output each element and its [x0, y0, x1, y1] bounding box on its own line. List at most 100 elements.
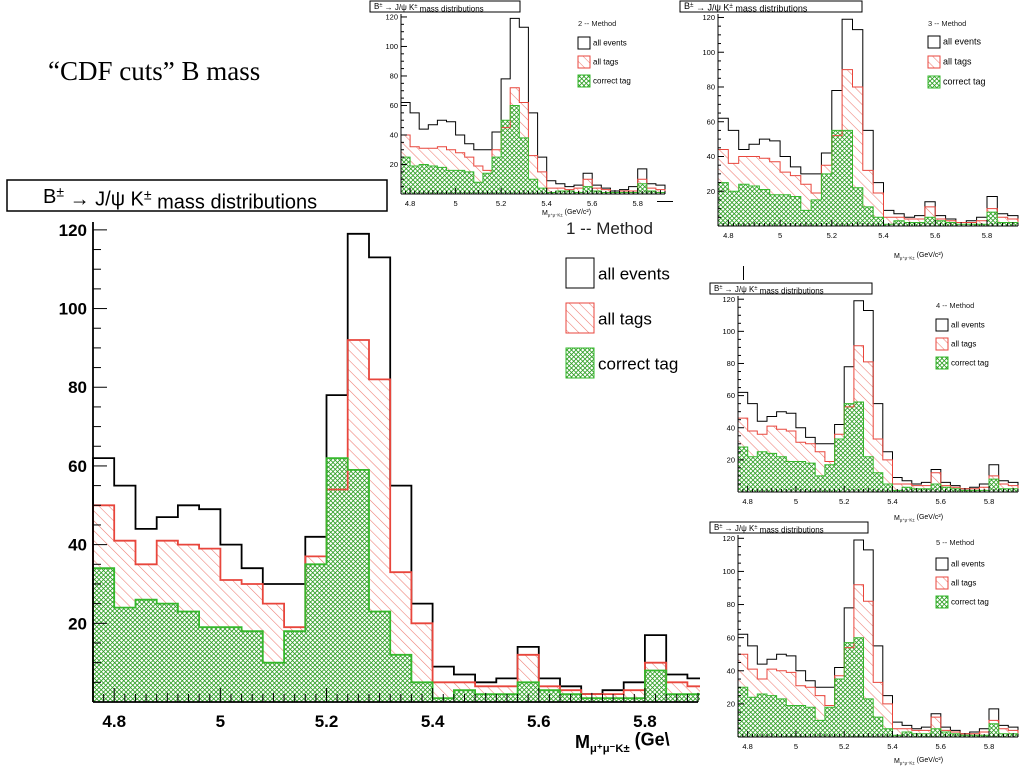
legend-label: all events [943, 37, 982, 47]
legend-label: all events [593, 39, 627, 48]
all-tags-histogram-line [717, 69, 1019, 226]
y-tick-label: 20 [390, 160, 398, 169]
histogram-panel-method-3: B±​ → J/ψ K±​ mass distributions 20 40 60 80… [678, 0, 1024, 262]
legend-swatch-all-tags [935, 337, 949, 351]
legend-swatch-all-events [577, 36, 591, 50]
legend-label: all tags [593, 58, 618, 67]
method-label: 5 -- Method [936, 538, 974, 547]
legend-swatch-all-tags [577, 55, 591, 69]
y-tick-label: 60 [68, 457, 87, 476]
x-tick-label: 5.2 [839, 497, 849, 506]
divider-mark [743, 266, 744, 280]
y-tick-label: 80 [727, 600, 735, 609]
legend-label: all tags [951, 340, 976, 349]
legend-label: correct tag [598, 355, 678, 374]
x-tick-label: 5 [216, 712, 225, 731]
chart-title-box [709, 521, 869, 534]
y-tick-label: 120 [385, 13, 398, 22]
correct-tag-hatch-area [718, 130, 1018, 226]
legend-swatch-all-tags [927, 55, 941, 69]
y-tick-label: 80 [707, 83, 715, 92]
all-events-histogram-line [717, 18, 1019, 226]
x-tick-label: 5 [794, 497, 798, 506]
chart-title: B±​ → J/ψ K±​ mass distributions [714, 523, 824, 534]
x-tick-label: 4.8 [102, 712, 126, 731]
x-tick-label: 5 [778, 231, 782, 240]
x-tick-label: 5 [454, 199, 458, 208]
legend-label: correct tag [593, 77, 631, 86]
main-histogram-panel: B±​ → J/ψ K±​ mass distributions 20 40 60 80… [0, 170, 700, 768]
correct-tag-hatch-area [401, 105, 665, 194]
all-tags-histogram-line [92, 339, 700, 702]
y-tick-label: 40 [727, 666, 735, 675]
x-axis-label: Mμ⁺μ⁻K± (GeV/c²) [542, 209, 591, 217]
y-tick-label: 100 [59, 300, 87, 319]
divider-mark [657, 201, 673, 202]
legend-label: all tags [943, 57, 972, 67]
method-label: 1 -- Method [566, 219, 653, 238]
y-tick-label: 60 [727, 391, 735, 400]
slide-title: “CDF cuts” B mass [48, 56, 261, 86]
x-tick-label: 5.6 [587, 199, 597, 208]
x-tick-label: 5.2 [839, 742, 849, 751]
correct-tag-hatch-area [738, 637, 1018, 737]
all-tags-histogram-line [737, 345, 1019, 492]
legend-swatch-all-events [565, 257, 595, 289]
legend-swatch-all-events [935, 318, 949, 332]
legend-swatch-correct-tag [565, 347, 595, 379]
y-tick-label: 100 [702, 48, 715, 57]
y-tick-label: 120 [722, 534, 735, 543]
y-tick-label: 40 [68, 536, 87, 555]
y-tick-label: 100 [385, 42, 398, 51]
histogram-svg: B±​ → J/ψ K±​ mass distributions 20 40 60 80… [6, 179, 700, 755]
y-tick-label: 120 [702, 13, 715, 22]
legend-swatch-correct-tag [577, 74, 591, 88]
y-tick-label: 100 [722, 327, 735, 336]
x-tick-label: 5 [794, 742, 798, 751]
y-tick-label: 60 [707, 117, 715, 126]
all-tags-hatch-area [718, 69, 1018, 226]
x-tick-label: 5.8 [633, 712, 657, 731]
x-tick-label: 5.4 [421, 712, 445, 731]
correct-tag-hatch-area [93, 458, 700, 702]
all-tags-hatch-area [93, 340, 700, 702]
y-tick-label: 40 [390, 131, 398, 140]
all-events-histogram-line [400, 17, 666, 194]
x-tick-label: 5.8 [984, 742, 994, 751]
legend-label: all events [951, 560, 985, 569]
chart-title-box [6, 179, 388, 212]
legend-label: all events [951, 321, 985, 330]
x-tick-label: 5.2 [827, 231, 837, 240]
x-tick-label: 5.8 [632, 199, 642, 208]
legend-label: correct tag [951, 359, 989, 368]
legend-swatch-correct-tag [935, 595, 949, 609]
legend-label: all tags [951, 579, 976, 588]
y-tick-label: 120 [722, 295, 735, 304]
correct-tag-hatch-area [738, 402, 1018, 492]
x-axis-label: Mμ⁺μ⁻K± (GeV/c²) [894, 757, 943, 765]
histogram-panel-method-4: B±​ → J/ψ K±​ mass distributions 20 40 60 80… [708, 282, 1024, 524]
x-tick-label: 4.8 [742, 497, 752, 506]
chart-title-box [709, 282, 873, 295]
legend-swatch-all-events [927, 35, 941, 49]
all-tags-hatch-area [401, 87, 665, 194]
x-tick-label: 5.6 [936, 497, 946, 506]
all-tags-histogram-line [737, 584, 1019, 737]
y-tick-label: 60 [727, 633, 735, 642]
y-tick-label: 40 [707, 152, 715, 161]
x-axis-label: Mμ⁺μ⁻K± (Ge\ [575, 730, 670, 755]
x-tick-label: 5.6 [527, 712, 551, 731]
chart-title: B±​ → J/ψ K±​ mass distributions [43, 184, 317, 214]
x-tick-label: 5.2 [315, 712, 339, 731]
y-tick-label: 60 [390, 101, 398, 110]
x-tick-label: 5.2 [496, 199, 506, 208]
histogram-svg: B±​ → J/ψ K±​ mass distributions 20 40 60 80… [709, 521, 1019, 766]
all-tags-hatch-area [738, 584, 1018, 737]
legend-swatch-correct-tag [927, 75, 941, 89]
histogram-svg: B±​ → J/ψ K±​ mass distributions 20 40 60 80… [369, 0, 666, 218]
x-tick-label: 4.8 [405, 199, 415, 208]
all-events-histogram-line [92, 232, 700, 702]
method-label: 2 -- Method [578, 19, 616, 28]
x-tick-label: 5.6 [930, 231, 940, 240]
histogram-panel-method-5: B±​ → J/ψ K±​ mass distributions 20 40 60 80… [708, 521, 1024, 768]
